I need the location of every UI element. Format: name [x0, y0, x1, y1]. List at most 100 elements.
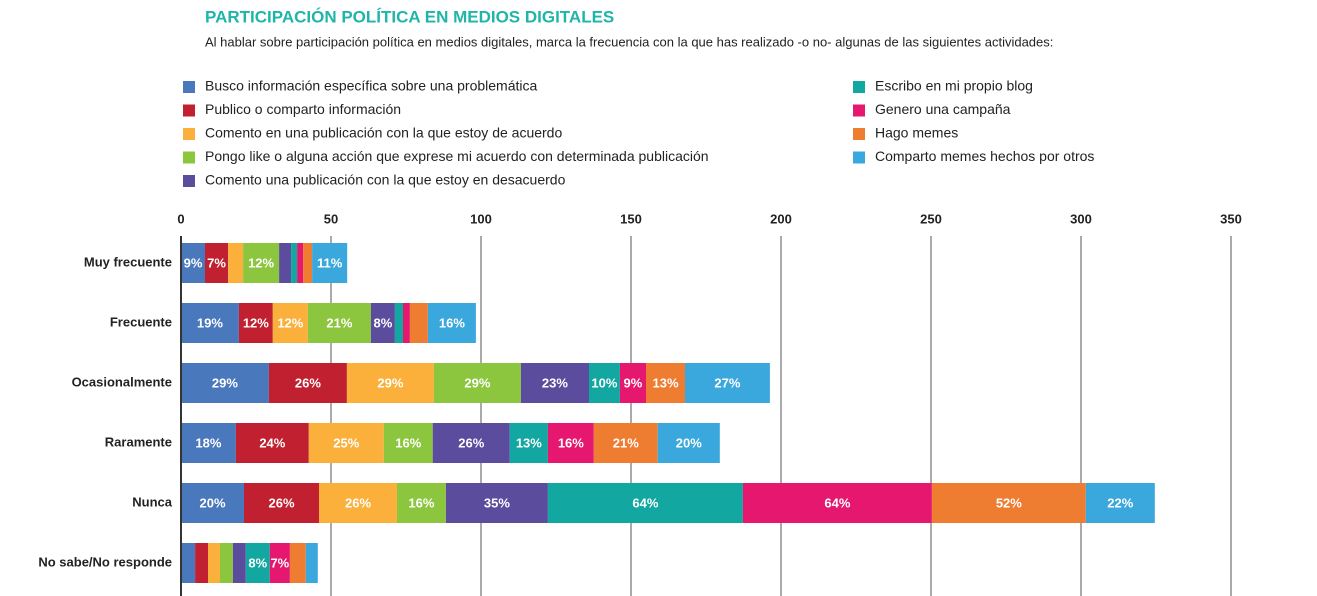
bar-segment — [235, 423, 309, 463]
legend-label: Comento una publicación con la que estoy… — [205, 172, 566, 188]
data-label: 9% — [624, 375, 643, 390]
bar-segment — [181, 423, 236, 463]
legend-label: Busco información específica sobre una p… — [205, 78, 538, 94]
bar-segment — [547, 483, 743, 523]
bar-segment — [244, 483, 319, 523]
bar-segment — [619, 363, 646, 403]
data-label: 26% — [345, 495, 371, 510]
x-tick-label: 150 — [620, 211, 642, 226]
data-label: 21% — [613, 435, 639, 450]
bar-segment — [279, 243, 292, 283]
x-tick-label: 350 — [1220, 211, 1242, 226]
data-label: 20% — [199, 495, 225, 510]
data-label: 23% — [542, 375, 568, 390]
data-label: 26% — [268, 495, 294, 510]
bar-segment — [269, 543, 290, 583]
bar-segment — [593, 423, 658, 463]
data-label: 19% — [197, 315, 223, 330]
legend-label: Publico o comparto información — [205, 101, 401, 117]
data-label: 21% — [326, 315, 352, 330]
bar-segment — [268, 363, 347, 403]
bar-segment — [346, 363, 434, 403]
data-label: 11% — [317, 255, 343, 270]
bar-segment — [403, 303, 410, 343]
data-label: 16% — [439, 315, 465, 330]
y-tick-label: Raramente — [105, 434, 172, 449]
legend-label: Pongo like o alguna acción que exprese m… — [205, 148, 709, 164]
bar-segment — [427, 303, 476, 343]
bar-segment — [742, 483, 932, 523]
bar-segment — [432, 423, 510, 463]
bar-segment — [243, 243, 280, 283]
bar-segment — [245, 543, 270, 583]
bar-segment — [307, 303, 371, 343]
legend-swatch — [183, 151, 195, 164]
data-label: 27% — [714, 375, 740, 390]
data-label: 26% — [458, 435, 484, 450]
bar-segment — [383, 423, 433, 463]
bar-segment — [312, 243, 348, 283]
bar-segment — [319, 483, 397, 523]
x-tick-label: 200 — [770, 211, 792, 226]
bar-segment — [370, 303, 395, 343]
chart-subtitle: Al hablar sobre participación política e… — [205, 34, 1053, 49]
bar-segment — [589, 363, 620, 403]
data-label: 10% — [591, 375, 617, 390]
data-label: 29% — [377, 375, 403, 390]
data-label: 16% — [558, 435, 584, 450]
bar-segment — [228, 243, 244, 283]
legend-swatch — [853, 104, 865, 117]
bar-segment — [220, 543, 233, 583]
bar-segment — [181, 483, 244, 523]
x-tick-label: 100 — [470, 211, 492, 226]
legend-swatch — [183, 175, 195, 187]
y-tick-label: Muy frecuente — [84, 254, 172, 269]
legend-swatch — [853, 128, 865, 140]
data-label: 64% — [632, 495, 658, 510]
data-label: 16% — [395, 435, 421, 450]
data-label: 22% — [1107, 495, 1133, 510]
legend-swatch — [183, 81, 195, 93]
data-label: 12% — [248, 255, 274, 270]
bar-segment — [272, 303, 308, 343]
bar-segment — [208, 543, 220, 583]
bar-segment — [305, 543, 318, 583]
bar-segment — [181, 363, 269, 403]
data-label: 7% — [270, 555, 289, 570]
bar-segment — [685, 363, 770, 403]
bar-segment — [289, 543, 306, 583]
bar-segment — [509, 423, 548, 463]
bar-segment — [646, 363, 685, 403]
y-tick-label: Ocasionalmente — [72, 374, 172, 389]
bar-segment — [303, 243, 313, 283]
data-label: 12% — [243, 315, 269, 330]
legend-label: Comparto memes hechos por otros — [875, 148, 1094, 164]
data-label: 29% — [212, 375, 238, 390]
bar-segment — [232, 543, 246, 583]
bar-segment — [291, 243, 298, 283]
bar-segment — [445, 483, 548, 523]
bar-segment — [181, 243, 205, 283]
x-tick-label: 0 — [177, 211, 184, 226]
chart-title: PARTICIPACIÓN POLÍTICA EN MEDIOS DIGITAL… — [205, 7, 614, 26]
bar-segment — [308, 423, 384, 463]
data-label: 12% — [277, 315, 303, 330]
data-label: 35% — [484, 495, 510, 510]
data-label: 8% — [374, 315, 393, 330]
legend-swatch — [183, 104, 195, 117]
data-label: 25% — [333, 435, 359, 450]
data-label: 24% — [259, 435, 285, 450]
bar-segment — [181, 543, 196, 583]
data-label: 13% — [652, 375, 678, 390]
data-label: 16% — [408, 495, 434, 510]
bar-segment — [520, 363, 589, 403]
legend-label: Comento en una publicación con la que es… — [205, 125, 562, 141]
bar-segment — [181, 303, 239, 343]
data-label: 8% — [248, 555, 267, 570]
bar-segment — [394, 303, 403, 343]
bar-segment — [547, 423, 594, 463]
legend-label: Escribo en mi propio blog — [875, 78, 1033, 94]
bar-segment — [1085, 483, 1155, 523]
data-label: 20% — [676, 435, 702, 450]
